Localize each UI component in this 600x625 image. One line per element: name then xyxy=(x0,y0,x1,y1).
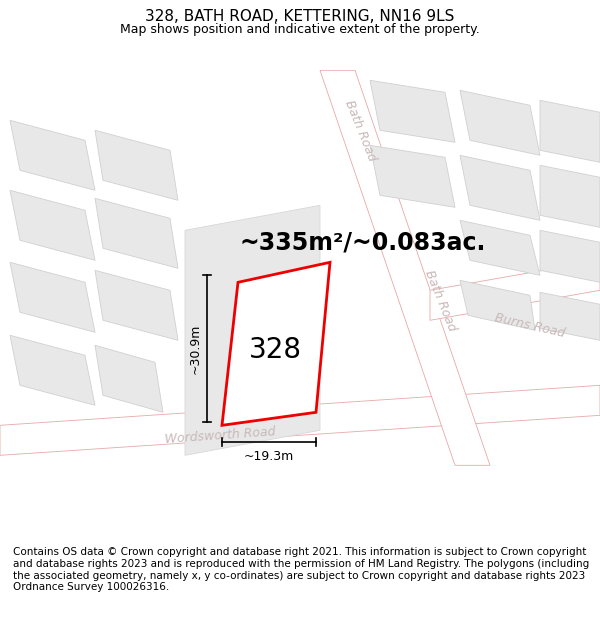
Polygon shape xyxy=(460,90,540,155)
Polygon shape xyxy=(370,145,455,208)
Polygon shape xyxy=(222,262,330,425)
Polygon shape xyxy=(540,100,600,162)
Polygon shape xyxy=(95,198,178,268)
Text: 328, BATH ROAD, KETTERING, NN16 9LS: 328, BATH ROAD, KETTERING, NN16 9LS xyxy=(145,9,455,24)
Polygon shape xyxy=(370,80,455,142)
Text: ~19.3m: ~19.3m xyxy=(244,450,294,462)
Polygon shape xyxy=(10,335,95,405)
Text: Bath Road: Bath Road xyxy=(342,98,378,162)
Polygon shape xyxy=(95,345,163,413)
Polygon shape xyxy=(10,262,95,332)
Text: 328: 328 xyxy=(248,336,302,364)
Text: Contains OS data © Crown copyright and database right 2021. This information is : Contains OS data © Crown copyright and d… xyxy=(13,548,589,592)
Polygon shape xyxy=(430,260,600,320)
Polygon shape xyxy=(460,220,540,275)
Polygon shape xyxy=(540,292,600,340)
Text: Map shows position and indicative extent of the property.: Map shows position and indicative extent… xyxy=(120,22,480,36)
Text: Bath Road: Bath Road xyxy=(422,268,458,332)
Polygon shape xyxy=(95,270,178,340)
Text: Wordsworth Road: Wordsworth Road xyxy=(164,425,276,446)
Polygon shape xyxy=(0,385,600,455)
Polygon shape xyxy=(185,205,320,455)
Polygon shape xyxy=(540,165,600,228)
Polygon shape xyxy=(460,155,540,220)
Polygon shape xyxy=(95,130,178,200)
Text: Burns Road: Burns Road xyxy=(494,311,566,340)
Polygon shape xyxy=(10,190,95,260)
Polygon shape xyxy=(320,70,490,465)
Polygon shape xyxy=(232,280,318,412)
Polygon shape xyxy=(10,120,95,190)
Text: ~335m²/~0.083ac.: ~335m²/~0.083ac. xyxy=(240,230,487,254)
Polygon shape xyxy=(540,230,600,282)
Polygon shape xyxy=(460,280,535,330)
Text: ~30.9m: ~30.9m xyxy=(188,324,202,374)
